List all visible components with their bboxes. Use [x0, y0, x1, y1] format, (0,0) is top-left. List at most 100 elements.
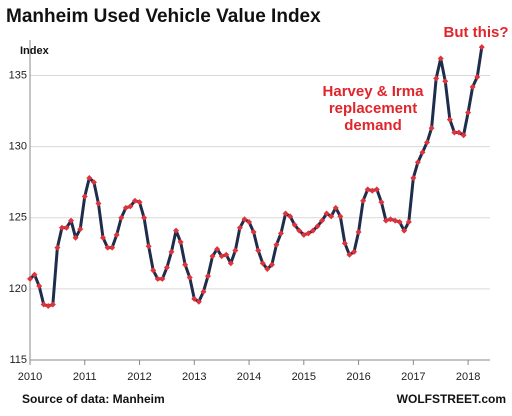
annotation: Harvey & Irma: [323, 83, 425, 100]
data-point: [478, 44, 485, 51]
data-point: [296, 227, 303, 234]
data-point: [72, 234, 79, 241]
data-point: [136, 199, 143, 206]
data-point: [369, 187, 376, 194]
data-point: [200, 288, 207, 295]
data-point: [177, 238, 184, 245]
data-point: [122, 204, 129, 211]
x-tick-label: 2011: [73, 371, 97, 383]
data-point: [323, 210, 330, 217]
data-point: [410, 174, 417, 181]
data-point: [291, 221, 298, 228]
data-point: [58, 224, 65, 231]
data-point: [419, 149, 426, 156]
data-point: [355, 229, 362, 235]
data-point: [49, 301, 56, 308]
data-line: [28, 46, 484, 308]
data-point: [191, 295, 198, 302]
data-point: [250, 229, 257, 235]
data-point: [455, 129, 462, 136]
y-tick-label: 135: [9, 69, 27, 81]
data-point: [273, 241, 280, 248]
data-point: [346, 251, 353, 258]
data-point: [186, 274, 193, 281]
data-point: [209, 253, 216, 260]
data-point: [332, 204, 339, 211]
x-tick-label: 2017: [401, 371, 425, 383]
data-point: [109, 244, 116, 251]
credit: WOLFSTREET.com: [397, 392, 506, 406]
data-point: [31, 271, 38, 278]
data-point: [99, 234, 106, 241]
data-point: [95, 200, 102, 207]
data-point: [218, 253, 225, 260]
data-point: [451, 129, 458, 136]
data-point: [113, 231, 120, 238]
data-point: [460, 132, 467, 139]
data-point: [314, 223, 321, 230]
data-point: [360, 197, 367, 204]
y-tick-label: 125: [9, 212, 27, 224]
y-tick-label: 120: [9, 283, 27, 295]
data-point: [77, 226, 84, 233]
data-point: [54, 244, 61, 251]
data-point: [469, 83, 476, 90]
data-point: [81, 193, 88, 200]
data-point: [428, 125, 435, 132]
data-point: [223, 251, 230, 258]
annotation: demand: [344, 117, 402, 134]
data-point: [378, 199, 385, 206]
data-point: [305, 230, 312, 237]
data-point: [387, 216, 394, 223]
data-point: [27, 275, 33, 282]
data-point: [433, 75, 440, 82]
data-point: [309, 227, 316, 234]
x-tick-label: 2014: [237, 371, 261, 383]
data-point: [259, 260, 266, 267]
data-point: [382, 217, 389, 224]
data-point: [424, 139, 431, 146]
data-point: [141, 214, 148, 221]
data-point: [264, 265, 271, 272]
data-point: [474, 73, 481, 80]
data-point: [90, 179, 97, 186]
data-point: [232, 247, 239, 254]
data-point: [401, 227, 408, 234]
data-point: [277, 230, 284, 237]
data-point: [437, 55, 444, 62]
data-point: [255, 247, 262, 254]
data-point: [341, 240, 348, 247]
data-point: [195, 298, 202, 305]
data-point: [319, 217, 326, 224]
data-point: [328, 213, 335, 220]
data-point: [104, 244, 111, 251]
data-point: [182, 261, 189, 268]
data-point: [442, 78, 449, 85]
data-point: [373, 186, 380, 193]
data-point: [204, 273, 211, 280]
data-point: [173, 227, 180, 234]
x-tick-label: 2010: [18, 371, 42, 383]
data-point: [214, 246, 221, 253]
x-tick-label: 2018: [456, 371, 480, 383]
data-point: [392, 217, 399, 224]
y-tick-label: 130: [9, 141, 27, 153]
data-point: [63, 224, 70, 231]
y-tick-label: 115: [9, 354, 27, 366]
source-note: Source of data: Manheim: [22, 392, 165, 406]
data-point: [118, 214, 125, 221]
annotation: But this?: [444, 24, 509, 41]
data-point: [337, 213, 344, 220]
data-point: [446, 116, 453, 123]
data-point: [154, 275, 161, 282]
x-tick-label: 2016: [346, 371, 370, 383]
data-point: [396, 219, 403, 226]
data-point: [36, 283, 43, 290]
data-point: [405, 219, 412, 226]
data-point: [163, 264, 170, 271]
data-point: [236, 224, 243, 231]
data-point: [127, 203, 134, 210]
data-point: [300, 231, 307, 238]
data-point: [86, 174, 93, 181]
